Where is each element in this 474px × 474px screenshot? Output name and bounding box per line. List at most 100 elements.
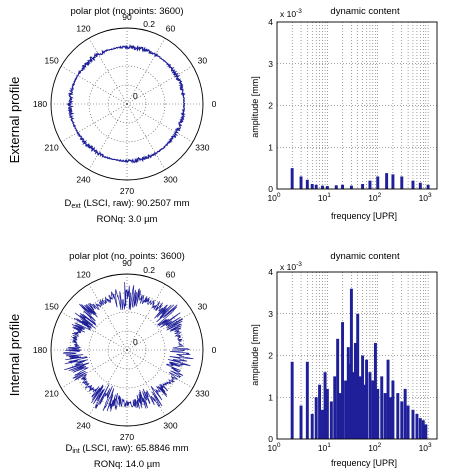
polar-plot-external: polar plot (no.points: 3600) 0 30 60 90 120 1…: [33, 6, 217, 225]
y-tick-label: 0: [268, 434, 273, 444]
bar: [305, 361, 309, 439]
bar: [334, 185, 338, 189]
polar-spoke: [88, 103, 128, 170]
y-tick-label: 3: [268, 59, 273, 69]
angle-tick-label: 30: [198, 56, 208, 66]
polar-spoke: [61, 65, 128, 105]
bar: [314, 184, 318, 189]
bar: [346, 347, 350, 439]
dynamic-content-external: dynamic content x 10-3 amplitude [mm] fr…: [250, 6, 438, 221]
bar: [376, 176, 380, 189]
polar-spoke: [126, 103, 193, 143]
row-label-external: External profile: [7, 77, 22, 164]
angle-tick-label: 60: [166, 270, 176, 280]
y-tick-label: 0: [268, 184, 273, 194]
ron-label: RONq: 3.0 µm: [97, 214, 158, 225]
bar: [310, 413, 314, 439]
angle-tick-label: 210: [45, 389, 59, 399]
radius-tick-label: 0.2: [143, 265, 155, 275]
polar-plot-internal: polar plot (no. points: 3600) 0 30 60 90 120…: [33, 251, 217, 470]
bar: [389, 397, 393, 439]
bar: [373, 342, 377, 439]
y-tick-label: 4: [268, 267, 273, 277]
bar: [338, 393, 342, 439]
angle-tick-label: 210: [45, 143, 59, 153]
bar: [323, 372, 327, 439]
bar: [314, 397, 318, 439]
x-axis-label: frequency [UPR]: [331, 458, 397, 468]
y-tick-label: 2: [268, 101, 273, 111]
bar: [418, 182, 422, 189]
bar: [321, 185, 324, 189]
radius-tick-label: 0: [133, 337, 138, 347]
angle-tick-label: 90: [122, 258, 132, 268]
bar: [418, 418, 422, 439]
bar: [341, 322, 345, 439]
y-tick-label: 2: [268, 351, 273, 361]
bar: [299, 405, 303, 439]
y-tick-label: 1: [268, 142, 273, 152]
bar: [411, 180, 415, 189]
angle-tick-label: 270: [120, 432, 134, 442]
polar-grid-circle: [88, 65, 166, 143]
bar: [391, 380, 395, 439]
angle-tick-label: 180: [33, 99, 47, 109]
angle-tick-label: 180: [33, 345, 47, 355]
bar: [325, 388, 329, 439]
bar: [400, 176, 404, 189]
polar-spoke: [61, 103, 128, 143]
diameter-label: Dint (LSCI, raw): 65.8846 mm: [65, 443, 188, 455]
diameter-label: Dext (LSCI, raw): 90.2507 mm: [65, 198, 190, 210]
bar: [336, 338, 340, 439]
bar: [348, 363, 352, 439]
bar-title: dynamic content: [330, 251, 400, 262]
angle-tick-label: 330: [195, 389, 209, 399]
bar: [329, 401, 333, 439]
angle-tick-label: 150: [45, 56, 59, 66]
angle-tick-label: 150: [45, 302, 59, 312]
radius-tick-label: 0.2: [143, 19, 155, 29]
polar-spoke: [126, 103, 166, 170]
angle-tick-label: 0: [212, 345, 217, 355]
bar: [368, 180, 372, 189]
bar: [318, 384, 322, 439]
bar: [358, 376, 362, 439]
bar: [368, 372, 372, 439]
x-axis-label: frequency [UPR]: [331, 211, 397, 221]
bar: [363, 384, 367, 439]
bar: [406, 405, 410, 439]
angle-tick-label: 330: [195, 143, 209, 153]
y-multiplier: x 10-3: [280, 261, 302, 272]
bar: [391, 174, 395, 189]
bar: [403, 388, 407, 439]
y-axis-label: amplitude [mm]: [250, 76, 260, 138]
bar: [344, 380, 348, 439]
row-label-internal: Internal profile: [7, 314, 22, 396]
angle-tick-label: 30: [198, 302, 208, 312]
bar: [349, 185, 353, 189]
bar: [380, 376, 384, 439]
x-tick-label: 100: [267, 442, 280, 453]
bar: [361, 355, 365, 439]
bar: [411, 409, 415, 439]
profile-line: [62, 282, 194, 412]
y-multiplier: x 10-3: [280, 8, 302, 19]
bar: [415, 413, 419, 439]
polar-spoke: [126, 311, 193, 351]
polar-spoke: [88, 349, 128, 416]
bar: [424, 424, 428, 439]
ron-label: RONq: 14.0 µm: [94, 459, 160, 470]
polar-spoke: [126, 349, 193, 389]
angle-tick-label: 60: [166, 24, 176, 34]
x-tick-label: 101: [318, 192, 331, 203]
bar: [290, 361, 294, 439]
bar: [396, 393, 400, 439]
polar-spoke: [126, 65, 193, 105]
bar: [310, 183, 314, 189]
angle-tick-label: 300: [163, 174, 177, 184]
x-tick-label: 103: [419, 442, 432, 453]
bar: [321, 409, 324, 439]
polar-spoke: [61, 311, 128, 351]
polar-title: polar plot (no.points: 3600): [70, 6, 183, 17]
